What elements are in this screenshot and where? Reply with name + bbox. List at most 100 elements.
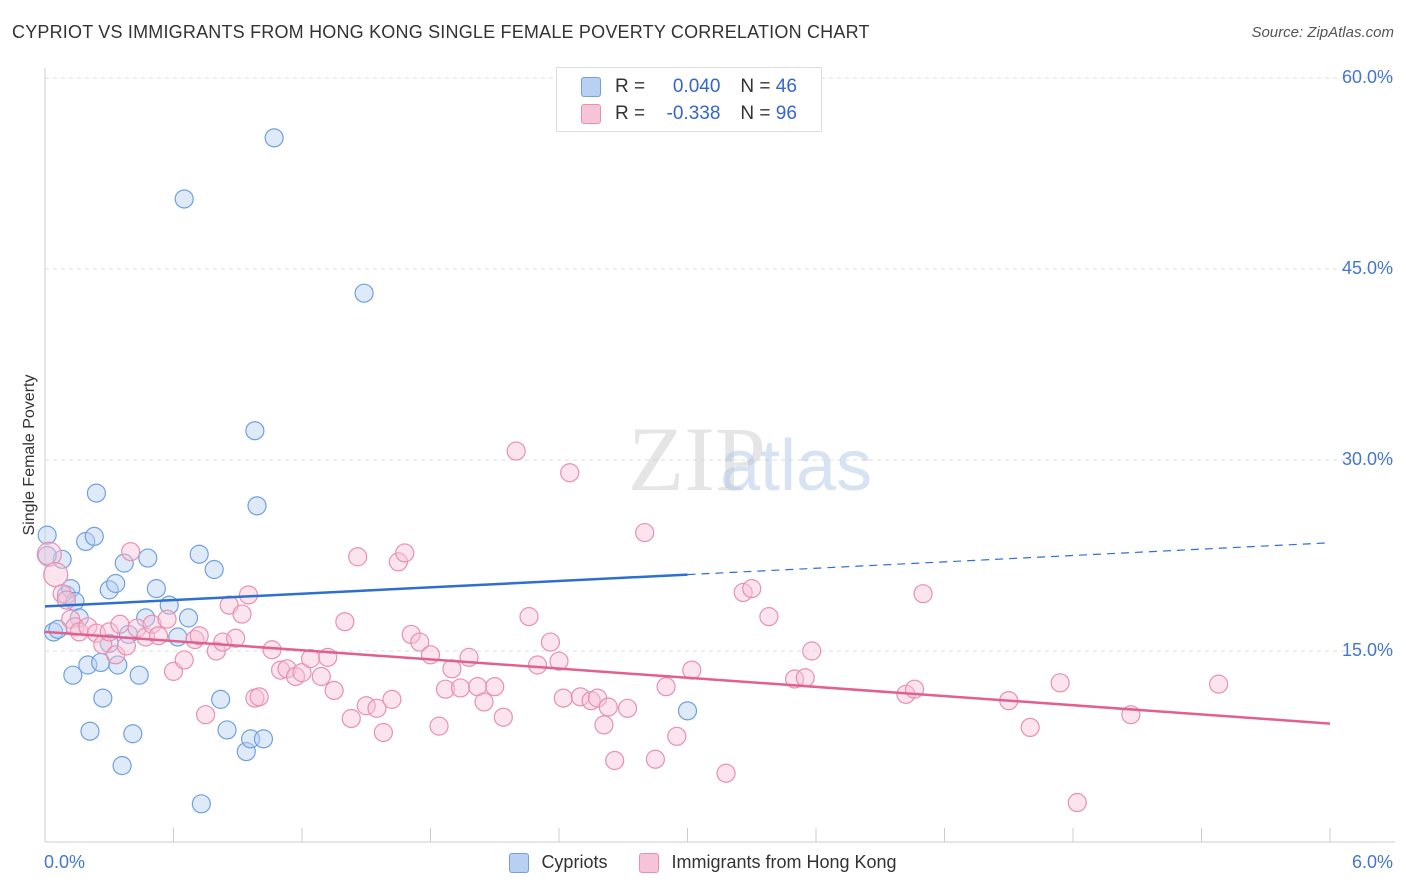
hong-kong-point: [1209, 674, 1229, 694]
watermark-atlas: atlas: [720, 426, 872, 506]
cypriots-point: [63, 665, 83, 685]
hong-kong-point: [474, 692, 494, 712]
hong-kong-point: [549, 651, 569, 671]
legend-row-hong-kong: R = -0.338 N = 96: [581, 102, 797, 126]
y-tick-label: 45.0%: [1341, 258, 1393, 278]
hong-kong-point: [226, 628, 246, 648]
series-legend: Cypriots Immigrants from Hong Kong: [0, 852, 1406, 873]
legend-item-cypriots[interactable]: Cypriots: [509, 852, 607, 873]
cypriots-point: [106, 573, 126, 594]
hong-kong-point: [142, 614, 162, 634]
hong-kong-point: [213, 632, 233, 652]
hong-kong-point: [121, 542, 141, 562]
cypriots-point: [174, 189, 194, 209]
hong-kong-point: [493, 707, 513, 727]
cypriots-point: [37, 545, 57, 566]
cypriots-point: [677, 701, 698, 721]
gridlines: [45, 77, 1395, 652]
hong-kong-point: [635, 522, 655, 543]
hong-kong-point: [594, 715, 614, 735]
x-tick-label-min: 0.0%: [44, 852, 86, 872]
cypriots-trend-extension: [687, 542, 1331, 576]
hong-kong-point: [519, 607, 539, 627]
cypriots-point: [112, 755, 132, 776]
n-value: 96: [775, 103, 797, 124]
watermark-zip: ZIP: [628, 408, 766, 510]
hong-kong-swatch: [639, 852, 660, 873]
hong-kong-swatch: [581, 104, 601, 124]
hong-kong-point: [43, 561, 69, 588]
cypriots-trend-line: [44, 573, 688, 608]
legend-row-cypriots: R = 0.040 N = 46: [581, 75, 797, 99]
cypriots-point: [217, 720, 237, 740]
n-value: 46: [775, 76, 797, 97]
stats-legend: R = 0.040 N = 46 R = -0.338 N = 96: [556, 67, 822, 132]
cypriots-point: [168, 627, 188, 647]
cypriots-swatch: [509, 852, 530, 873]
y-tick-label: 30.0%: [1341, 449, 1393, 469]
hong-kong-point: [506, 441, 526, 461]
cypriots-swatch: [581, 77, 601, 97]
hong-kong-trend-line: [44, 630, 1331, 725]
hong-kong-point: [605, 750, 625, 771]
hong-kong-point: [311, 666, 331, 687]
r-label: R =: [615, 103, 646, 124]
source-label: Source: ZipAtlas.com: [1251, 24, 1394, 41]
cypriots-point: [37, 525, 57, 545]
hong-kong-point: [395, 543, 415, 563]
cypriots-point: [211, 689, 231, 709]
hong-kong-point: [157, 609, 177, 629]
cypriots-point: [52, 549, 72, 569]
cypriots-point: [253, 729, 274, 749]
hong-kong-point: [36, 541, 62, 567]
cypriots-point: [138, 548, 158, 568]
cypriots-point: [204, 559, 224, 580]
hong-kong-point: [527, 655, 548, 675]
cypriots-point: [93, 688, 113, 708]
cypriots-point: [178, 608, 199, 628]
hong-kong-point: [292, 663, 312, 683]
hong-kong-point: [598, 697, 618, 717]
y-tick-label: 15.0%: [1341, 640, 1393, 660]
data-points: [36, 128, 1229, 814]
cypriots-point: [84, 526, 104, 547]
trend-lines: [44, 542, 1331, 725]
hong-kong-point: [435, 679, 456, 699]
hong-kong-point: [795, 668, 815, 688]
x-tick-label-max: 6.0%: [1351, 852, 1393, 872]
hong-kong-point: [560, 463, 580, 483]
hong-kong-point: [553, 688, 573, 708]
cypriots-point: [189, 544, 209, 564]
hong-kong-point: [450, 678, 471, 698]
legend-label: Cypriots: [541, 852, 608, 872]
hong-kong-point: [570, 687, 591, 707]
r-value: 0.040: [672, 76, 721, 97]
hong-kong-point: [148, 626, 169, 646]
cypriots-point: [236, 741, 256, 762]
hong-kong-point: [196, 705, 216, 725]
hong-kong-point: [645, 749, 665, 769]
n-label: N =: [740, 76, 771, 97]
hong-kong-point: [410, 632, 430, 652]
cypriots-point: [114, 553, 134, 573]
hong-kong-point: [759, 607, 779, 627]
hong-kong-point: [232, 604, 252, 624]
hong-kong-point: [373, 722, 393, 743]
hong-kong-point: [1067, 792, 1087, 813]
r-value: -0.338: [666, 103, 721, 124]
hong-kong-point: [174, 650, 194, 670]
hong-kong-point: [110, 614, 130, 634]
hong-kong-point: [802, 641, 822, 661]
cypriots-point: [264, 128, 284, 148]
y-tick-label: 60.0%: [1341, 67, 1393, 87]
legend-item-hong-kong[interactable]: Immigrants from Hong Kong: [639, 852, 897, 873]
cypriots-point: [146, 579, 166, 599]
cypriots-point: [129, 665, 149, 685]
hong-kong-point: [341, 708, 361, 729]
hong-kong-point: [667, 726, 687, 746]
hong-kong-point: [249, 687, 269, 707]
hong-kong-point: [656, 677, 676, 697]
hong-kong-point: [742, 579, 762, 599]
cypriots-point: [80, 721, 100, 741]
